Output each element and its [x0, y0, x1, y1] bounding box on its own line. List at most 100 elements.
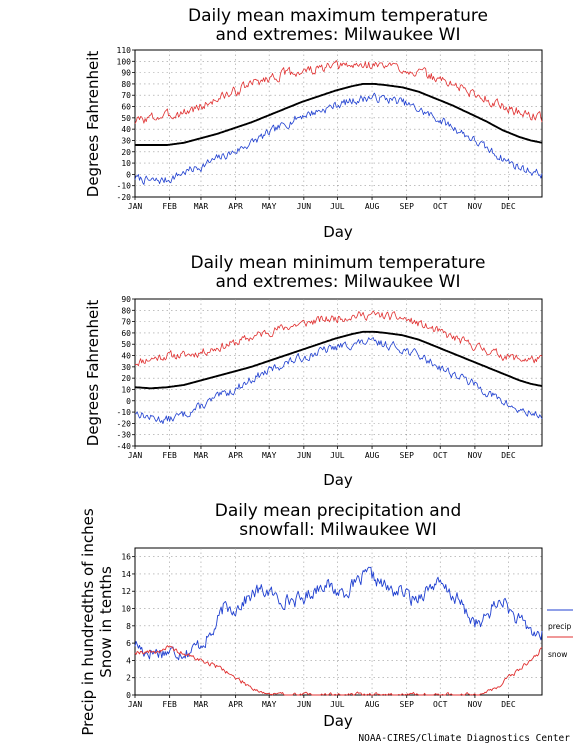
- precip-series-line: [134, 566, 543, 661]
- x-tick-label: OCT: [433, 451, 448, 460]
- x-tick-label: NOV: [468, 202, 483, 211]
- gridlines: [132, 49, 542, 200]
- x-tick-label: JAN: [128, 202, 143, 211]
- x-tick-label: DEC: [501, 202, 516, 211]
- chart-title-line-1: Daily mean minimum temperature: [191, 253, 486, 273]
- y-tick-label: 4: [126, 656, 131, 665]
- x-tick-label: JUL: [330, 202, 345, 211]
- y-axis-label-line-2: Snow in tenths: [97, 566, 115, 678]
- y-tick-label: 20: [121, 148, 131, 157]
- y-tick-label: 70: [121, 318, 131, 327]
- y-tick-labels: 0 2 4 6 8 10 12 14 16: [121, 553, 131, 700]
- x-tick-label: AUG: [365, 451, 380, 460]
- x-tick-label: NOV: [468, 700, 483, 709]
- x-tick-labels: JAN FEB MAR APR MAY JUN JUL AUG SEP OCT NOV DEC: [128, 700, 516, 709]
- legend: precip snow: [547, 609, 573, 659]
- y-tick-label: 2: [126, 674, 131, 683]
- high-series-line: [134, 60, 543, 124]
- y-tick-label: 16: [121, 553, 131, 562]
- legend-label-snow: snow: [548, 650, 567, 659]
- x-tick-label: OCT: [433, 700, 448, 709]
- x-tick-label: APR: [228, 700, 243, 709]
- chart-title-line-1: Daily mean precipitation and: [215, 501, 462, 521]
- x-tick-labels: JAN FEB MAR APR MAY JUN JUL AUG SEP OCT NOV DEC: [128, 202, 516, 211]
- y-tick-label: -30: [117, 431, 132, 440]
- x-tick-label: JUL: [330, 451, 345, 460]
- low-series-line: [134, 337, 543, 425]
- x-tick-label: APR: [228, 451, 243, 460]
- y-tick-label: 60: [121, 103, 131, 112]
- y-tick-label: 10: [121, 605, 131, 614]
- x-axis-label: Day: [323, 223, 353, 241]
- high-series-line: [134, 310, 543, 367]
- x-tick-label: FEB: [162, 700, 177, 709]
- x-axis-label: Day: [323, 471, 353, 489]
- y-tick-label: 12: [121, 587, 131, 596]
- x-tick-label: NOV: [468, 451, 483, 460]
- x-tick-label: JAN: [128, 700, 143, 709]
- x-tick-label: JUN: [297, 202, 312, 211]
- chart-title-line-2: snowfall: Milwaukee WI: [239, 520, 437, 540]
- x-tick-label: DEC: [501, 451, 516, 460]
- x-tick-label: JAN: [128, 451, 143, 460]
- series-layer: [134, 60, 543, 185]
- y-axis-label: Degrees Fahrenheit: [84, 51, 102, 198]
- y-tick-label: 40: [121, 125, 131, 134]
- y-tick-label: 100: [117, 57, 132, 66]
- y-tick-label: -20: [117, 419, 132, 428]
- chart-title-line-1: Daily mean maximum temperature: [188, 6, 488, 26]
- x-tick-label: DEC: [501, 700, 516, 709]
- y-tick-label: 60: [121, 329, 131, 338]
- y-tick-label: 20: [121, 374, 131, 383]
- y-tick-label: 0: [126, 691, 131, 700]
- precipitation-chart: Daily mean precipitation and snowfall: M…: [79, 501, 573, 736]
- y-tick-label: -10: [117, 408, 132, 417]
- y-tick-label: 30: [121, 363, 131, 372]
- y-tick-label: 40: [121, 352, 131, 361]
- y-tick-label: 90: [121, 69, 131, 78]
- y-tick-label: 10: [121, 159, 131, 168]
- y-tick-label: 8: [126, 622, 131, 631]
- plot-frame: [134, 298, 543, 447]
- x-tick-label: AUG: [365, 202, 380, 211]
- chart-title-line-2: and extremes: Milwaukee WI: [216, 25, 461, 45]
- x-tick-labels: JAN FEB MAR APR MAY JUN JUL AUG SEP OCT NOV DEC: [128, 451, 516, 460]
- x-tick-label: JUN: [297, 451, 312, 460]
- x-tick-label: SEP: [399, 451, 414, 460]
- y-tick-labels: -40 -30 -20 -10 0 10 20 30 40 50 60 70 80 90: [117, 295, 132, 451]
- y-tick-label: 30: [121, 136, 131, 145]
- y-tick-labels: -20 -10 0 10 20 30 40 50 60 70 80 90 100 110: [117, 46, 132, 202]
- low-series-line: [134, 92, 543, 185]
- x-tick-label: FEB: [162, 202, 177, 211]
- chart-title-line-2: and extremes: Milwaukee WI: [216, 272, 461, 292]
- credit-text: NOAA-CIRES/Climate Diagnostics Center: [358, 733, 570, 744]
- x-tick-label: SEP: [399, 202, 414, 211]
- x-tick-label: MAR: [194, 202, 209, 211]
- y-tick-label: 110: [117, 46, 132, 55]
- x-tick-label: FEB: [162, 451, 177, 460]
- x-tick-label: MAY: [262, 451, 277, 460]
- x-tick-label: MAY: [262, 700, 277, 709]
- y-tick-label: 70: [121, 91, 131, 100]
- y-tick-label: 50: [121, 114, 131, 123]
- y-tick-label: -10: [117, 182, 132, 191]
- y-tick-label: 10: [121, 385, 131, 394]
- legend-label-precip: precip: [548, 622, 572, 631]
- x-tick-label: SEP: [399, 700, 414, 709]
- y-tick-label: -20: [117, 193, 132, 202]
- y-tick-label: 14: [121, 570, 131, 579]
- x-tick-label: MAY: [262, 202, 277, 211]
- x-tick-label: JUL: [330, 700, 345, 709]
- series-layer: [134, 310, 543, 425]
- max-temperature-chart: Daily mean maximum temperature and extre…: [84, 6, 543, 241]
- min-temperature-chart: Daily mean minimum temperature and extre…: [84, 253, 543, 489]
- x-tick-label: MAR: [194, 700, 209, 709]
- y-tick-label: 90: [121, 295, 131, 304]
- series-layer: [134, 566, 543, 696]
- x-tick-label: AUG: [365, 700, 380, 709]
- x-tick-label: APR: [228, 202, 243, 211]
- y-tick-label: 0: [126, 397, 131, 406]
- y-axis-label: Degrees Fahrenheit: [84, 300, 102, 447]
- snow-series-line: [134, 645, 543, 696]
- x-tick-label: JUN: [297, 700, 312, 709]
